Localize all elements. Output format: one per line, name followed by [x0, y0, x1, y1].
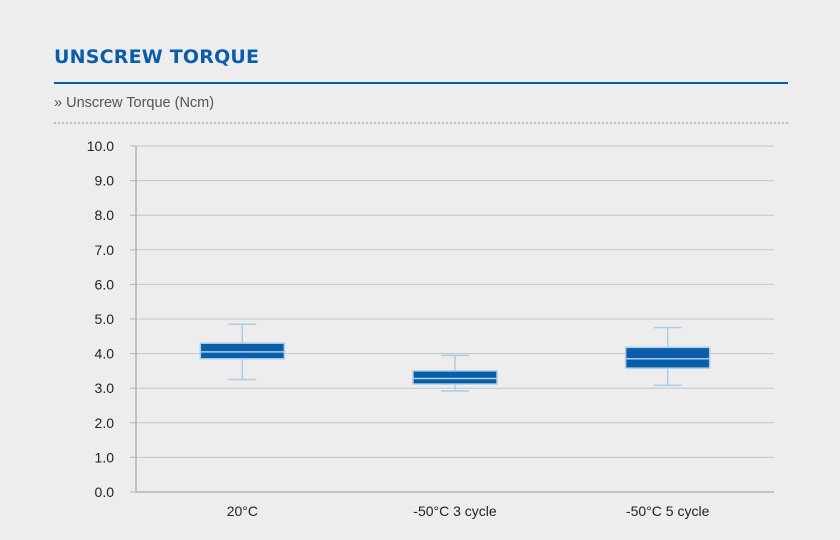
x-tick-label: -50°C 3 cycle [413, 503, 497, 519]
page-title: UNSCREW TORQUE [54, 46, 260, 68]
y-tick-label: 6.0 [95, 276, 115, 292]
y-tick-label: 2.0 [95, 415, 115, 431]
box-iqr [412, 370, 498, 385]
y-tick-label: 10.0 [87, 138, 114, 154]
y-tick-label: 4.0 [95, 346, 115, 362]
title-divider [54, 82, 788, 84]
x-tick-label: -50°C 5 cycle [626, 503, 710, 519]
y-tick-label: 1.0 [95, 449, 115, 465]
y-tick-label: 8.0 [95, 207, 115, 223]
box-iqr [624, 346, 711, 369]
box-iqr [199, 342, 286, 360]
x-tick-label: 20°C [227, 503, 258, 519]
y-tick-label: 3.0 [95, 380, 115, 396]
y-tick-label: 9.0 [95, 173, 115, 189]
y-tick-label: 0.0 [95, 484, 115, 500]
y-tick-label: 5.0 [95, 311, 115, 327]
subtitle-divider [54, 122, 788, 124]
chart-subtitle: » Unscrew Torque (Ncm) [54, 95, 215, 111]
y-tick-label: 7.0 [95, 242, 115, 258]
